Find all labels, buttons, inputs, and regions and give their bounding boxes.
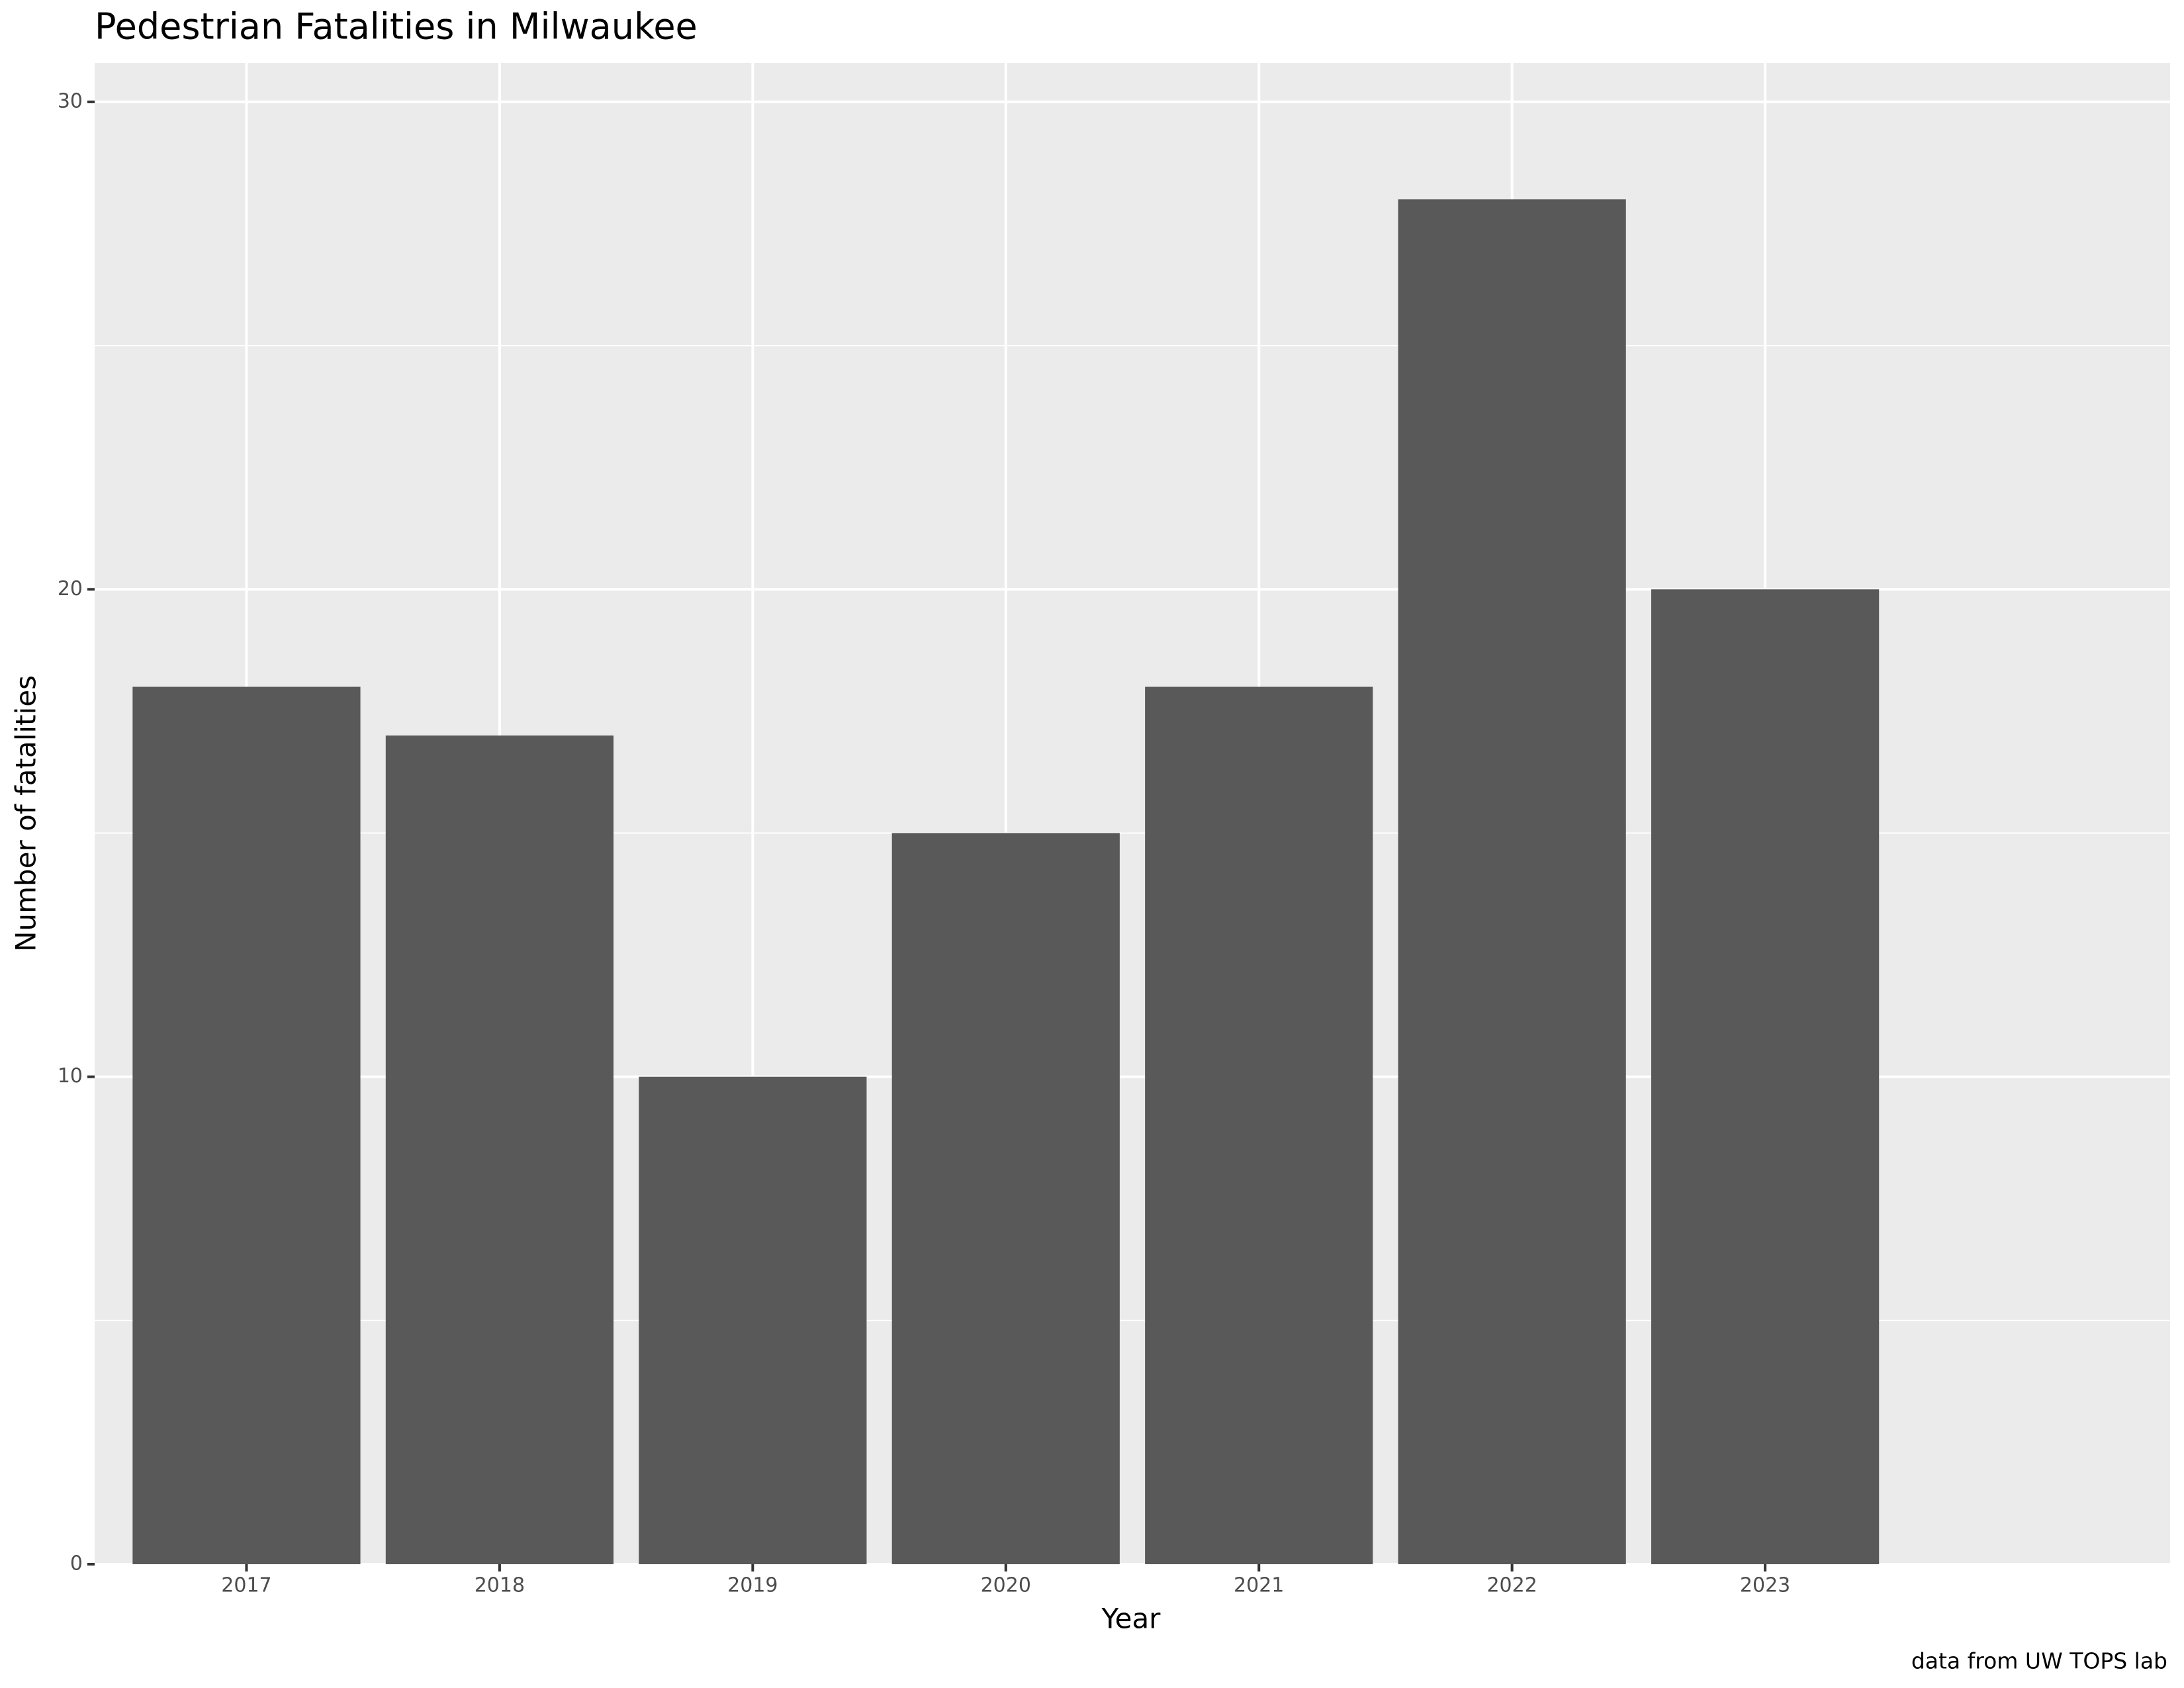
x-tick-label: 2018: [475, 1574, 525, 1597]
y-tick-label: 20: [58, 577, 83, 600]
x-tick-label: 2020: [981, 1574, 1031, 1597]
bar: [891, 833, 1120, 1564]
bar: [1145, 686, 1373, 1564]
bar: [385, 735, 614, 1564]
bar: [1651, 589, 1880, 1564]
y-tick-label: 0: [70, 1552, 83, 1575]
chart-title: Pedestrian Fatalities in Milwaukee: [95, 6, 698, 48]
y-tick-label: 30: [58, 89, 83, 113]
x-tick-label: 2017: [221, 1574, 271, 1597]
bar: [132, 686, 361, 1564]
marks: [132, 199, 1880, 1564]
x-tick-label: 2022: [1486, 1574, 1537, 1597]
bar: [639, 1076, 867, 1564]
y-axis-title: Number of fatalities: [10, 675, 42, 952]
x-axis-title: Year: [1101, 1603, 1161, 1635]
x-tick-label: 2019: [727, 1574, 778, 1597]
x-tick-label: 2021: [1234, 1574, 1284, 1597]
y-tick-label: 10: [58, 1064, 83, 1088]
x-tick-label: 2023: [1740, 1574, 1790, 1597]
bar: [1398, 199, 1626, 1564]
caption: data from UW TOPS lab: [1911, 1648, 2167, 1674]
